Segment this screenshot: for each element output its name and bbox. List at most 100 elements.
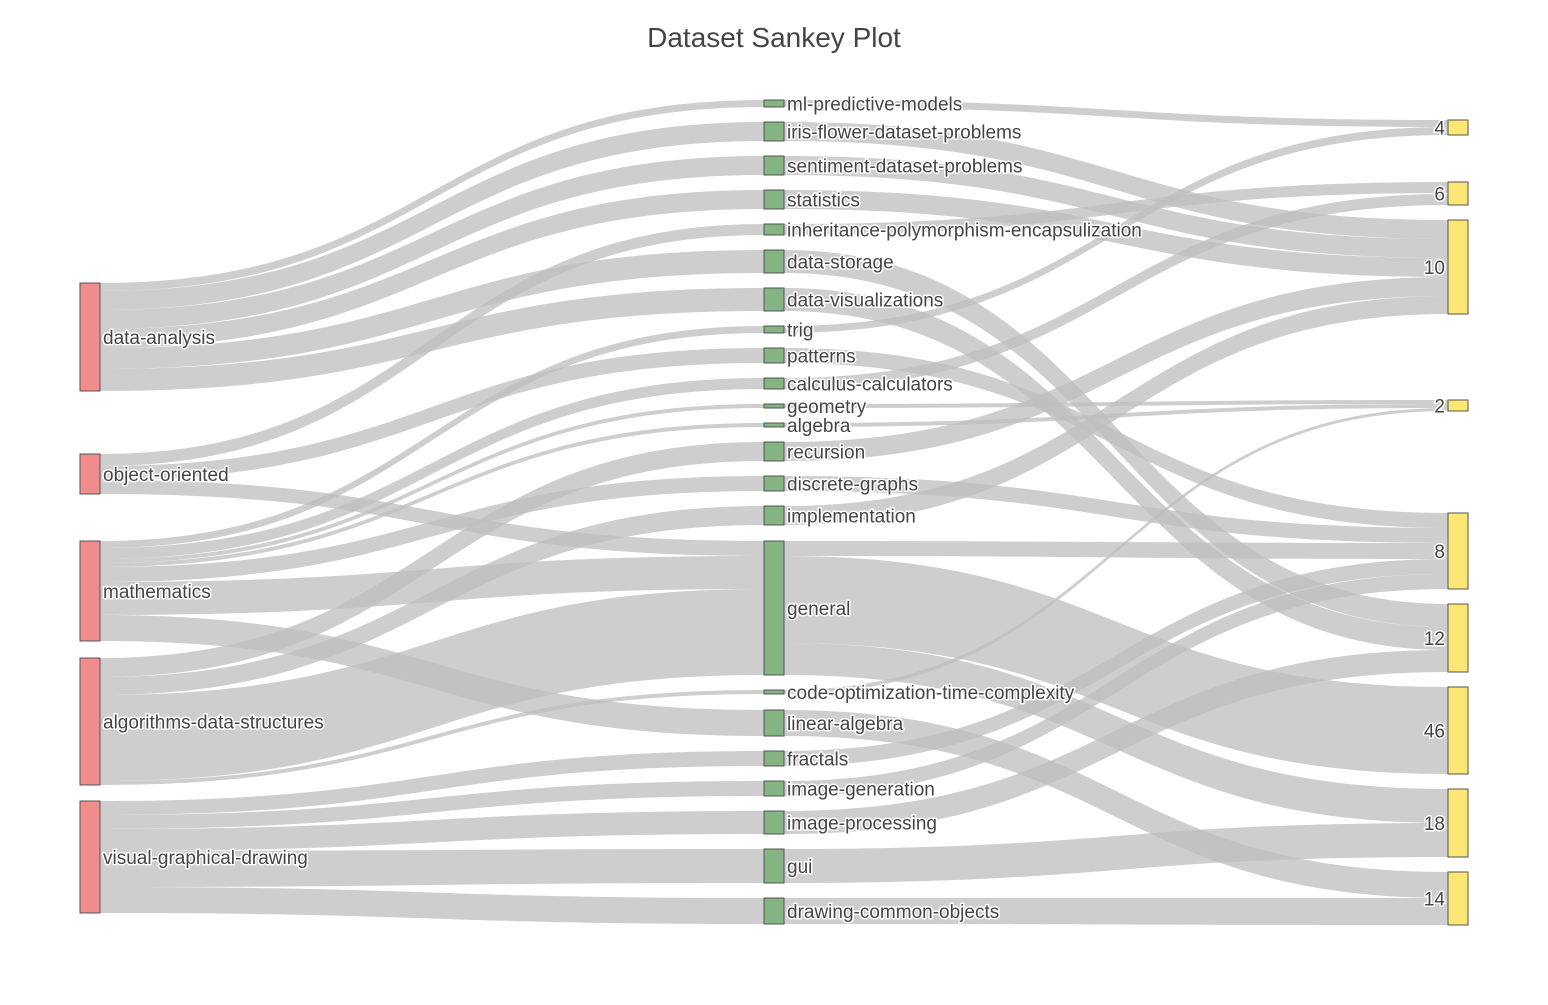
node-4[interactable] — [1447, 119, 1469, 136]
node-label-6: 6 — [1434, 185, 1445, 206]
link-mathematics-to-geometry[interactable] — [100, 404, 764, 563]
chart-title: Dataset Sankey Plot — [647, 22, 901, 53]
node-18[interactable] — [1447, 788, 1469, 858]
node-12[interactable] — [1447, 603, 1469, 673]
node-46[interactable] — [1447, 686, 1469, 775]
node-6[interactable] — [1447, 181, 1469, 206]
node-image-generation[interactable] — [763, 780, 785, 797]
node-label-algebra: algebra — [787, 416, 851, 437]
node-label-algorithms-data-structures: algorithms-data-structures — [103, 713, 324, 734]
node-calculus-calculators[interactable] — [763, 377, 785, 390]
node-label-geometry: geometry — [787, 397, 867, 418]
link-visual-graphical-drawing-to-image-processing[interactable] — [100, 811, 764, 851]
node-label-data-storage: data-storage — [787, 253, 894, 274]
link-linear-algebra-to-14[interactable] — [784, 710, 1448, 898]
link-recursion-to-10[interactable] — [784, 277, 1448, 461]
node-data-visualizations[interactable] — [763, 287, 785, 312]
node-8[interactable] — [1447, 512, 1469, 590]
link-visual-graphical-drawing-to-fractals[interactable] — [100, 751, 764, 815]
link-data-analysis-to-ml-predictive-models[interactable] — [100, 100, 764, 291]
link-sentiment-dataset-problems-to-10[interactable] — [784, 156, 1448, 258]
node-label-trig: trig — [787, 321, 813, 342]
link-data-analysis-to-sentiment-dataset-problems[interactable] — [100, 156, 764, 329]
node-gui[interactable] — [763, 848, 785, 884]
node-geometry[interactable] — [763, 403, 785, 409]
link-discrete-graphs-to-8[interactable] — [784, 476, 1448, 543]
node-label-46: 46 — [1424, 722, 1445, 743]
link-implementation-to-10[interactable] — [784, 296, 1448, 525]
link-drawing-common-objects-to-14[interactable] — [784, 898, 1448, 925]
link-visual-graphical-drawing-to-drawing-common-objects[interactable] — [100, 887, 764, 924]
node-statistics[interactable] — [763, 189, 785, 210]
link-iris-flower-dataset-problems-to-10[interactable] — [784, 122, 1448, 239]
node-fractals[interactable] — [763, 750, 785, 767]
node-label-2: 2 — [1434, 397, 1445, 418]
link-algorithms-data-structures-to-recursion[interactable] — [100, 442, 764, 677]
node-label-recursion: recursion — [787, 443, 865, 464]
node-label-ml-predictive-models: ml-predictive-models — [787, 95, 962, 116]
node-10[interactable] — [1447, 219, 1469, 315]
node-iris-flower-dataset-problems[interactable] — [763, 121, 785, 142]
node-drawing-common-objects[interactable] — [763, 897, 785, 925]
link-mathematics-to-trig[interactable] — [100, 326, 764, 548]
link-calculus-calculators-to-6[interactable] — [784, 194, 1448, 389]
node-label-calculus-calculators: calculus-calculators — [787, 375, 953, 396]
node-algebra[interactable] — [763, 422, 785, 428]
node-object-oriented[interactable] — [79, 453, 101, 495]
link-visual-graphical-drawing-to-gui[interactable] — [100, 849, 764, 887]
node-patterns[interactable] — [763, 347, 785, 364]
link-mathematics-to-calculus-calculators[interactable] — [100, 378, 764, 559]
node-mathematics[interactable] — [79, 540, 101, 642]
node-linear-algebra[interactable] — [763, 709, 785, 737]
node-trig[interactable] — [763, 325, 785, 334]
link-algorithms-data-structures-to-implementation[interactable] — [100, 506, 764, 695]
link-object-oriented-to-inheritance-polymorphism-encapsulization[interactable] — [100, 224, 764, 466]
link-data-analysis-to-iris-flower-dataset-problems[interactable] — [100, 122, 764, 310]
node-general[interactable] — [763, 540, 785, 676]
link-ml-predictive-models-to-4[interactable] — [784, 100, 1448, 127]
link-gui-to-18[interactable] — [784, 823, 1448, 883]
node-label-14: 14 — [1424, 890, 1446, 911]
link-data-visualizations-to-12[interactable] — [784, 288, 1448, 650]
node-label-image-generation: image-generation — [787, 780, 935, 801]
link-object-oriented-to-patterns[interactable] — [100, 348, 764, 480]
link-geometry-to-2[interactable] — [784, 400, 1448, 408]
link-algorithms-data-structures-to-code-optimization-time-complexity[interactable] — [100, 690, 764, 785]
link-mathematics-to-algebra[interactable] — [100, 423, 764, 567]
link-mathematics-to-general[interactable] — [100, 556, 764, 615]
node-14[interactable] — [1447, 871, 1469, 926]
link-mathematics-to-discrete-graphs[interactable] — [100, 476, 764, 582]
link-general-to-8[interactable] — [784, 541, 1448, 559]
node-label-mathematics: mathematics — [103, 582, 211, 603]
link-algorithms-data-structures-to-general[interactable] — [100, 589, 764, 781]
node-sentiment-dataset-problems[interactable] — [763, 155, 785, 176]
node-label-data-visualizations: data-visualizations — [787, 291, 943, 312]
node-data-storage[interactable] — [763, 249, 785, 274]
node-code-optimization-time-complexity[interactable] — [763, 689, 785, 695]
link-statistics-to-10[interactable] — [784, 190, 1448, 277]
node-label-10: 10 — [1424, 258, 1445, 279]
node-recursion[interactable] — [763, 441, 785, 462]
node-algorithms-data-structures[interactable] — [79, 657, 101, 786]
node-discrete-graphs[interactable] — [763, 475, 785, 492]
node-implementation[interactable] — [763, 505, 785, 526]
link-general-to-46[interactable] — [784, 556, 1448, 774]
node-data-analysis[interactable] — [79, 282, 101, 392]
node-label-iris-flower-dataset-problems: iris-flower-dataset-problems — [787, 123, 1021, 144]
node-label-image-processing: image-processing — [787, 814, 937, 835]
link-visual-graphical-drawing-to-image-generation[interactable] — [100, 781, 764, 829]
node-label-code-optimization-time-complexity: code-optimization-time-complexity — [787, 683, 1075, 704]
node-ml-predictive-models[interactable] — [763, 99, 785, 108]
link-data-storage-to-12[interactable] — [784, 250, 1448, 627]
node-image-processing[interactable] — [763, 810, 785, 835]
node-label-4: 4 — [1434, 119, 1445, 140]
link-data-analysis-to-statistics[interactable] — [100, 190, 764, 348]
link-general-to-18[interactable] — [784, 643, 1448, 823]
node-label-visual-graphical-drawing: visual-graphical-drawing — [103, 848, 308, 869]
link-algebra-to-2[interactable] — [784, 404, 1448, 427]
node-inheritance-polymorphism-encapsulization[interactable] — [763, 223, 785, 236]
node-visual-graphical-drawing[interactable] — [79, 800, 101, 914]
node-2[interactable] — [1447, 399, 1469, 412]
link-data-analysis-to-data-storage[interactable] — [100, 250, 764, 369]
